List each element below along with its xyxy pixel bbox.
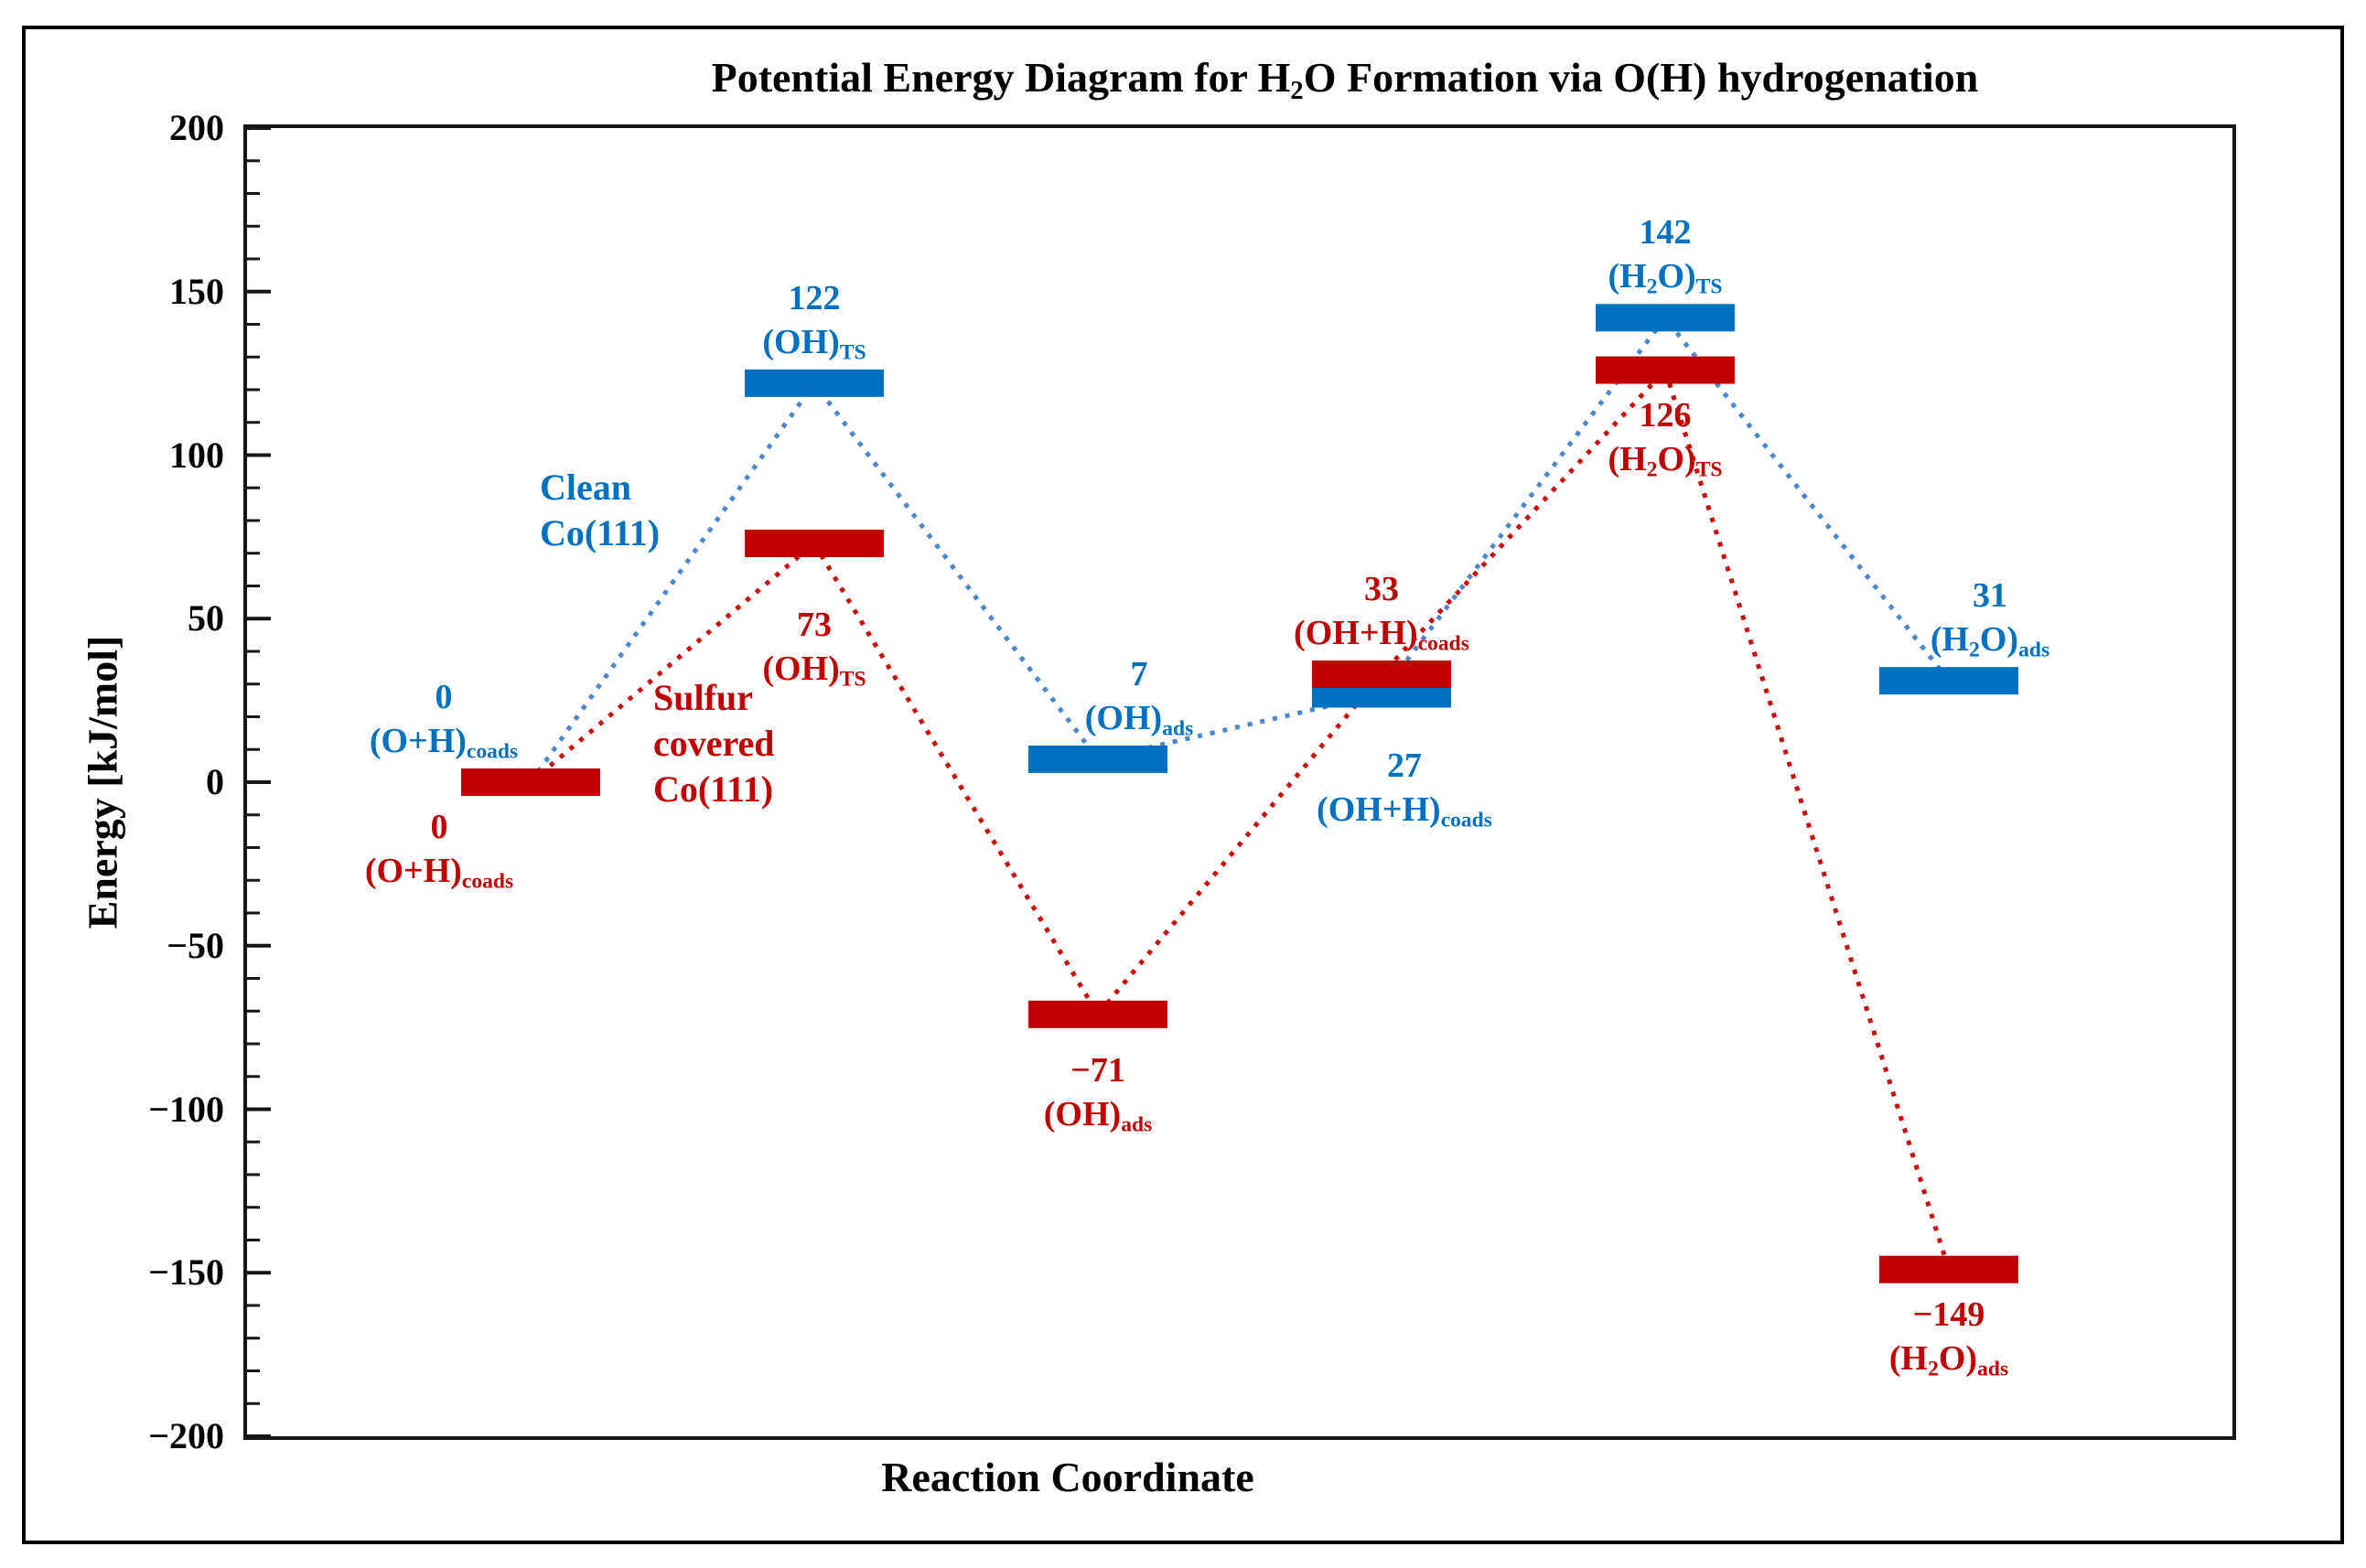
energy-level-label: 7 (OH)ads (1085, 652, 1193, 751)
species-formula: (OH+H)coads (1294, 614, 1469, 656)
energy-value: 0 (430, 808, 448, 846)
energy-level-label: 122 (OH)TS (762, 276, 866, 375)
species-formula: (OH)ads (1084, 698, 1194, 741)
energy-level-bar (745, 369, 884, 397)
plot-area (243, 124, 2236, 1440)
x-axis-label: Reaction Coordinate (881, 1454, 1254, 1500)
energy-value: 27 (1387, 746, 1422, 786)
series-connector-sulfur-covered-co-111- (529, 365, 1952, 1271)
species-formula: (H2O)TS (1608, 257, 1723, 299)
legend-sulfur-line1: Sulfur (653, 677, 753, 718)
y-tick-label: 200 (169, 107, 224, 148)
y-tick-label: −100 (148, 1088, 224, 1130)
energy-level-bar (461, 768, 600, 796)
species-formula: (H2O)ads (1888, 1338, 2009, 1381)
legend-sulfur-line2: covered (653, 723, 775, 764)
energy-value: 31 (1972, 576, 2007, 616)
energy-level-bar (1596, 356, 1735, 384)
energy-level-label: 126 (H2O)TS (1608, 393, 1722, 492)
energy-value: 7 (1130, 654, 1148, 693)
energy-level-bar (1879, 667, 2018, 695)
species-formula: (H2O)ads (1930, 620, 2050, 662)
energy-value: 73 (797, 606, 832, 645)
energy-level-label: 27 (OH+H)coads (1317, 744, 1492, 843)
y-tick-label: −50 (167, 924, 224, 966)
energy-value: −71 (1070, 1050, 1125, 1090)
legend-sulfur-line3: Co(111) (653, 768, 774, 810)
energy-level-label: 142 (H2O)TS (1608, 210, 1722, 309)
energy-value: 33 (1364, 570, 1399, 609)
species-formula: (OH+H)coads (1317, 790, 1492, 833)
species-formula: (OH)ads (1043, 1094, 1153, 1137)
plot-canvas (247, 128, 2018, 1436)
energy-level-label: −71 (OH)ads (1044, 1048, 1152, 1147)
legend-sulfur-co111: Sulfur covered Co(111) (653, 675, 775, 812)
energy-level-label: 33 (OH+H)coads (1294, 567, 1469, 666)
energy-level-label: 0 (O+H)coads (365, 805, 513, 904)
energy-level-bar (1028, 1000, 1167, 1028)
y-tick-label: −150 (148, 1251, 224, 1294)
y-tick-label: 0 (206, 761, 224, 802)
energy-value: 142 (1639, 213, 1692, 252)
energy-level-bar (1028, 745, 1167, 773)
energy-level-bar (1312, 660, 1451, 689)
y-tick-label: 50 (188, 597, 224, 639)
y-tick-label: 150 (169, 270, 224, 312)
y-tick-label: −200 (148, 1415, 224, 1456)
energy-level-label: 73 (OH)TS (762, 603, 866, 702)
species-formula: (OH)TS (762, 650, 866, 692)
energy-level-bar (1879, 1255, 2018, 1283)
legend-clean-line1: Clean (540, 467, 631, 508)
energy-level-label: 0 (O+H)coads (370, 675, 518, 774)
species-formula: (O+H)coads (364, 852, 514, 894)
species-formula: (OH)TS (762, 322, 866, 365)
energy-value: −149 (1912, 1294, 1985, 1334)
energy-level-label: 31 (H2O)ads (1930, 574, 2049, 672)
figure-border (22, 26, 2344, 1544)
species-formula: (O+H)coads (369, 722, 519, 764)
y-tick-label: 100 (169, 434, 224, 476)
legend-clean-co111: Clean Co(111) (540, 465, 660, 556)
species-formula: (H2O)TS (1608, 439, 1723, 482)
energy-level-bar (745, 530, 884, 558)
energy-value: 0 (435, 678, 453, 716)
energy-level-bar (1596, 304, 1735, 332)
energy-value: 122 (788, 278, 841, 317)
legend-clean-line2: Co(111) (540, 512, 661, 553)
energy-value: 126 (1639, 395, 1692, 435)
energy-level-label: −149 (H2O)ads (1889, 1293, 2008, 1391)
chart-title: Potential Energy Diagram for H2O Formati… (711, 54, 1979, 105)
